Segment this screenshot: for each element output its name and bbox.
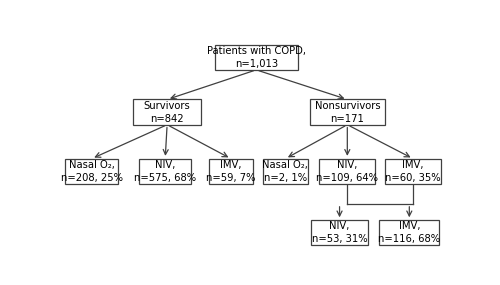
FancyBboxPatch shape <box>312 220 368 245</box>
FancyBboxPatch shape <box>263 159 308 184</box>
FancyBboxPatch shape <box>209 159 254 184</box>
Text: Nasal O₂,
n=2, 1%: Nasal O₂, n=2, 1% <box>262 160 308 183</box>
FancyBboxPatch shape <box>310 99 385 125</box>
Text: Nasal O₂,
n=208, 25%: Nasal O₂, n=208, 25% <box>60 160 122 183</box>
Text: NIV,
n=575, 68%: NIV, n=575, 68% <box>134 160 196 183</box>
Text: IMV,
n=59, 7%: IMV, n=59, 7% <box>206 160 256 183</box>
Text: Patients with COPD,
n=1,013: Patients with COPD, n=1,013 <box>207 46 306 69</box>
FancyBboxPatch shape <box>319 159 376 184</box>
FancyBboxPatch shape <box>214 45 298 70</box>
FancyBboxPatch shape <box>139 159 192 184</box>
Text: NIV,
n=109, 64%: NIV, n=109, 64% <box>316 160 378 183</box>
Text: NIV,
n=53, 31%: NIV, n=53, 31% <box>312 221 368 244</box>
Text: Survivors
n=842: Survivors n=842 <box>144 101 190 123</box>
Text: IMV,
n=116, 68%: IMV, n=116, 68% <box>378 221 440 244</box>
Text: IMV,
n=60, 35%: IMV, n=60, 35% <box>386 160 441 183</box>
FancyBboxPatch shape <box>133 99 201 125</box>
FancyBboxPatch shape <box>66 159 118 184</box>
FancyBboxPatch shape <box>380 220 440 245</box>
FancyBboxPatch shape <box>385 159 442 184</box>
Text: Nonsurvivors
n=171: Nonsurvivors n=171 <box>314 101 380 123</box>
